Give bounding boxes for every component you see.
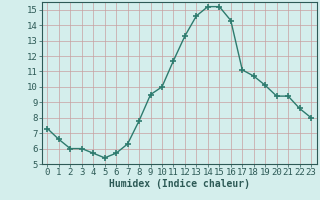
X-axis label: Humidex (Indice chaleur): Humidex (Indice chaleur)	[109, 179, 250, 189]
